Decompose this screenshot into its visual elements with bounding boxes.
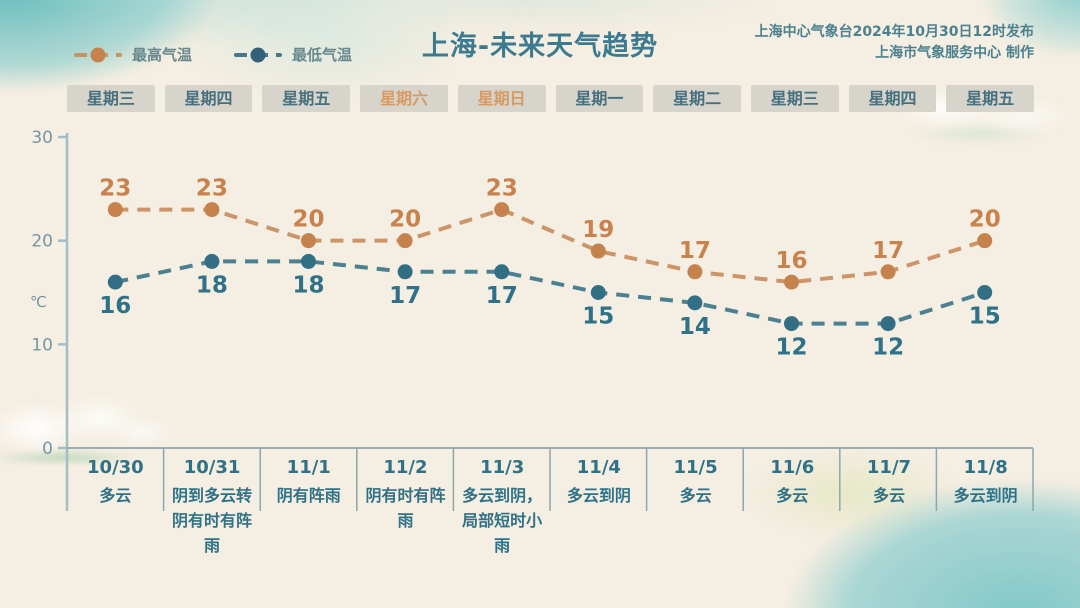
day-column-1: 10/31 阴到多云转阴有时有阵雨: [164, 456, 261, 558]
data-point: [107, 274, 123, 290]
weekday-label-7: 星期三: [750, 85, 839, 112]
weekday-label-6: 星期二: [653, 85, 741, 112]
data-point: [784, 274, 799, 290]
data-point: [977, 233, 993, 249]
day-weather: 多云: [99, 486, 132, 505]
data-point-label: 14: [679, 314, 711, 340]
data-point-label: 18: [292, 272, 324, 298]
data-point-label: 16: [775, 248, 807, 274]
day-weather: 阴到多云转阴有时有阵雨: [172, 486, 253, 555]
data-point: [494, 264, 510, 280]
data-point-label: 23: [99, 176, 131, 202]
day-column-3: 11/2 阴有时有阵雨: [357, 456, 454, 558]
data-point-label: 20: [292, 207, 324, 233]
data-point: [397, 264, 413, 280]
data-point-label: 18: [196, 272, 228, 298]
data-point-label: 23: [486, 176, 518, 202]
day-column-4: 11/3 多云到阴，局部短时小雨: [454, 456, 551, 558]
data-point-label: 17: [679, 238, 711, 264]
data-point: [687, 264, 703, 280]
day-weather: 多云到阴: [566, 486, 631, 505]
day-weather: 多云: [776, 486, 809, 505]
day-weather: 阴有阵雨: [276, 486, 341, 505]
data-point: [784, 316, 799, 332]
day-date: 10/30: [87, 457, 144, 478]
day-date: 11/6: [770, 457, 815, 478]
y-tick-label: 10: [31, 335, 53, 355]
day-column-5: 11/4 多云到阴: [551, 456, 648, 558]
data-point: [107, 202, 123, 218]
day-date: 11/7: [866, 457, 912, 478]
data-point-label: 20: [389, 207, 421, 233]
data-point-label: 16: [99, 293, 131, 319]
series-low-temp: 16 18 18 17 17 15 14 12 12 15: [99, 253, 1001, 361]
y-tick-label: 20: [31, 232, 53, 252]
day-date: 11/2: [383, 457, 428, 478]
day-weather: 多云: [872, 486, 905, 505]
day-column-6: 11/5 多云: [647, 456, 744, 558]
day-column-7: 11/6 多云: [744, 456, 841, 558]
data-point: [397, 233, 413, 249]
day-date: 11/4: [576, 457, 621, 478]
day-date: 11/5: [673, 457, 718, 478]
day-date: 11/1: [286, 457, 331, 478]
weekday-label-4: 星期日: [457, 85, 546, 112]
days-row: 10/30 多云 10/31 阴到多云转阴有时有阵雨 11/1 阴有阵雨 11/2 阴有时有阵…: [67, 456, 1034, 558]
series-high-temp: 23 23 20 20 23 19 17 16 17 20: [99, 176, 1001, 290]
data-point-label: 17: [872, 238, 904, 264]
issue-line-1: 上海中心气象台2024年10月30日12时发布: [754, 24, 1034, 40]
data-point: [687, 295, 703, 311]
day-date: 11/8: [963, 457, 1008, 478]
data-point: [590, 285, 606, 300]
y-axis-unit-label: ℃: [30, 293, 47, 311]
day-date: 11/3: [480, 457, 525, 478]
data-point-label: 17: [389, 283, 421, 309]
day-date: 10/31: [183, 457, 241, 478]
data-point-label: 17: [486, 283, 518, 309]
day-column-8: 11/7 多云: [841, 456, 938, 558]
day-weather: 多云: [679, 486, 712, 505]
day-column-9: 11/8 多云到阴: [937, 456, 1034, 558]
y-tick-label: 30: [31, 128, 53, 148]
day-column-2: 11/1 阴有阵雨: [260, 456, 357, 558]
data-point-label: 12: [872, 335, 904, 361]
data-point: [880, 316, 896, 332]
data-point: [301, 253, 316, 269]
day-weather: 阴有时有阵雨: [365, 486, 446, 530]
data-point: [977, 285, 993, 300]
data-point-label: 19: [582, 217, 614, 243]
data-point: [590, 243, 606, 259]
day-weather: 多云到阴，局部短时小雨: [462, 486, 543, 555]
day-column-0: 10/30 多云: [67, 456, 164, 558]
day-weather: 多云到阴: [953, 486, 1018, 505]
data-point-label: 15: [582, 304, 614, 330]
weekday-label-5: 星期一: [555, 85, 644, 112]
data-point: [204, 253, 220, 269]
page-title: 上海-未来天气趋势: [421, 31, 659, 62]
data-point: [880, 264, 896, 280]
y-tick-label: 0: [42, 439, 53, 459]
data-point: [301, 233, 316, 249]
data-point: [204, 202, 220, 218]
data-point: [494, 202, 510, 218]
data-point-label: 20: [969, 207, 1001, 233]
data-point-label: 12: [775, 335, 807, 361]
data-point-label: 23: [196, 176, 228, 202]
data-point-label: 15: [969, 304, 1001, 330]
